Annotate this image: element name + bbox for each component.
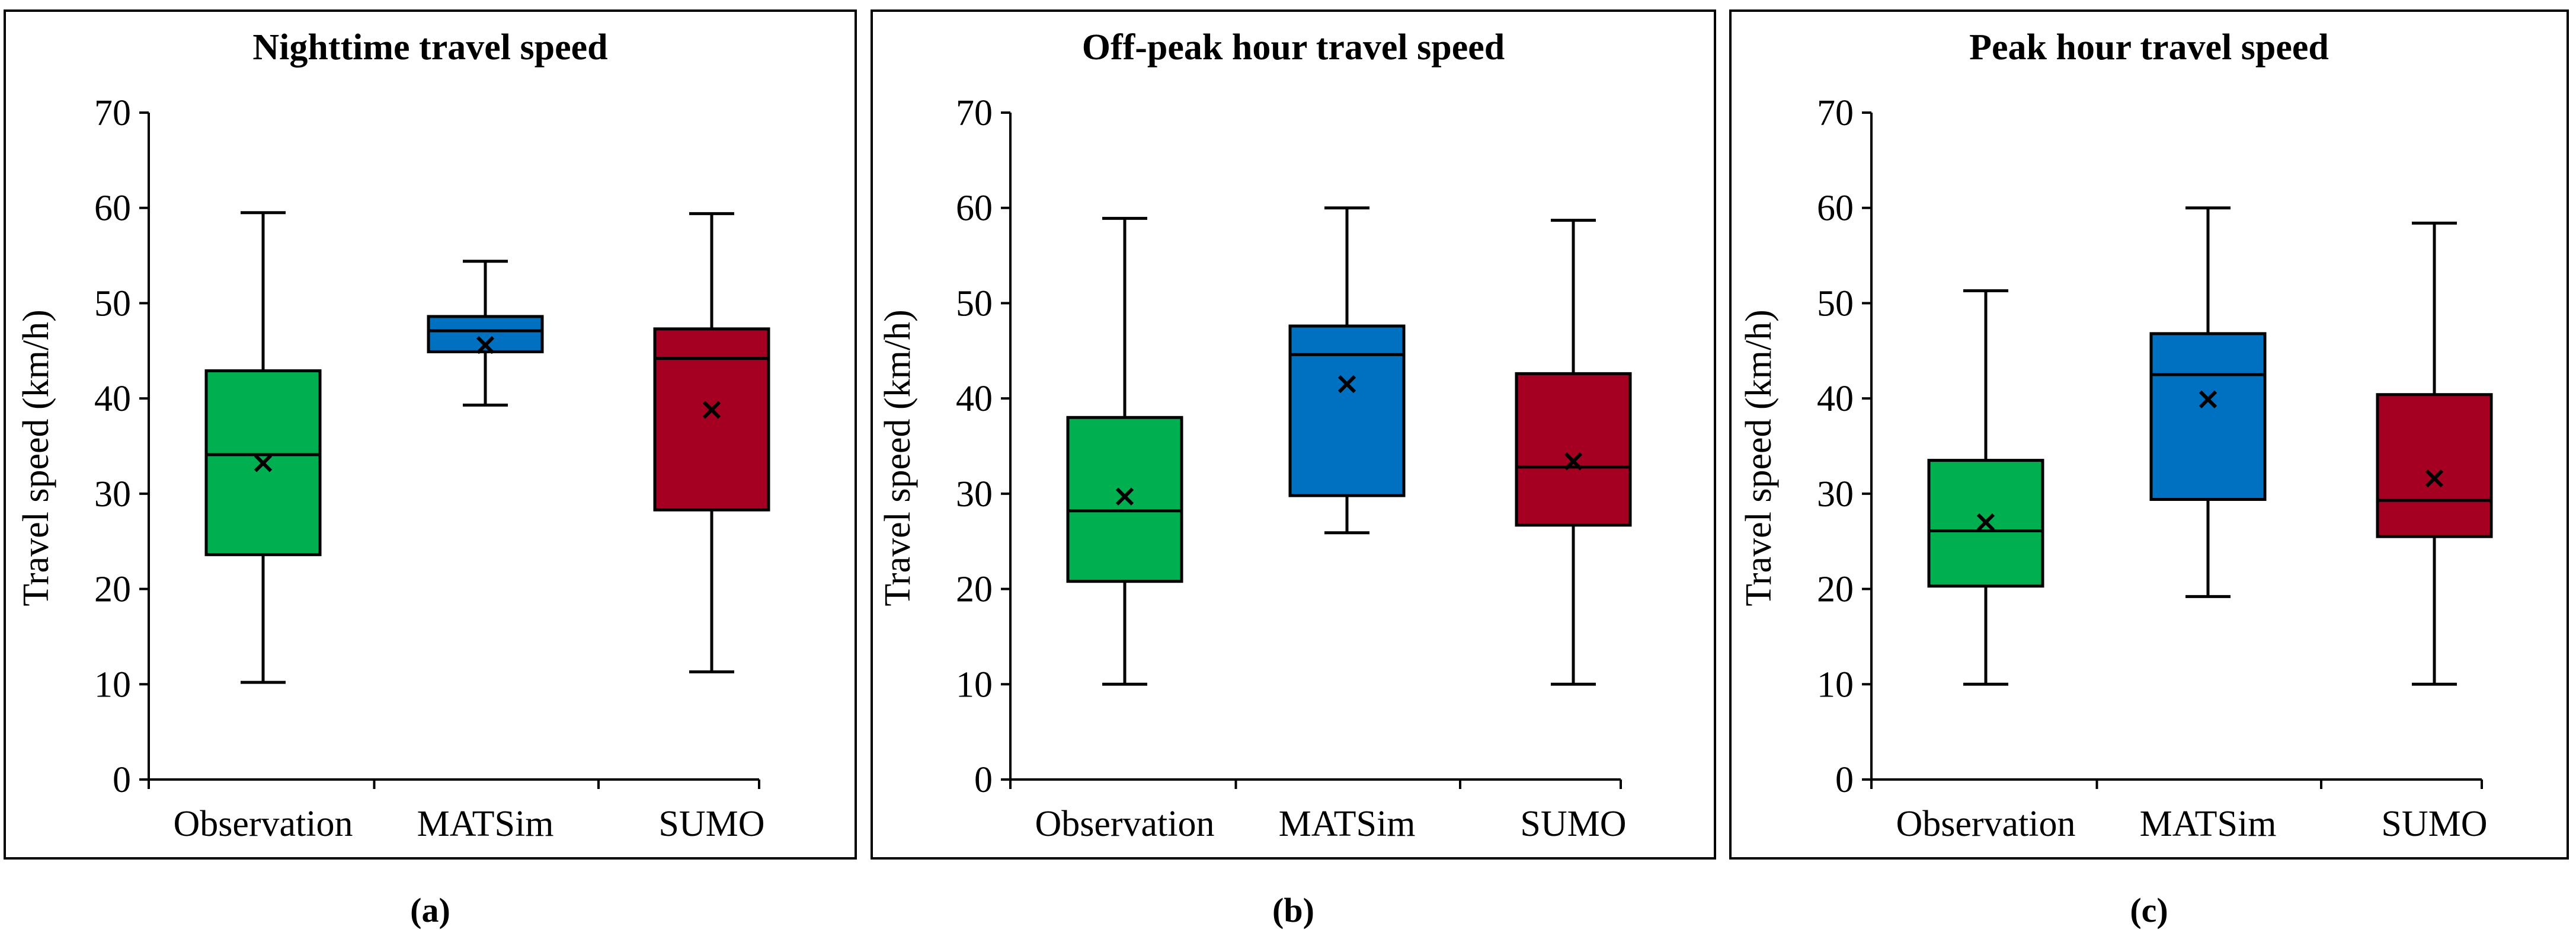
x-category-label-observation: Observation (1896, 804, 2075, 844)
chart-title: Nighttime travel speed (252, 27, 607, 68)
y-tick-label-50: 50 (1817, 283, 1854, 324)
box-sumo (653, 212, 770, 673)
panel-frame (871, 9, 1716, 860)
y-tick-label-30: 30 (94, 474, 131, 515)
mean-marker (2425, 469, 2444, 488)
panel-caption: (b) (1272, 891, 1314, 929)
x-category-label-matsim: MATSim (2140, 804, 2277, 844)
y-tick-label-20: 20 (94, 570, 131, 610)
mean-marker-stroke (1337, 375, 1356, 394)
box-observation (1927, 289, 2044, 686)
y-tick-label-20: 20 (1817, 570, 1854, 610)
mean-marker (1976, 513, 1995, 532)
x-category-label-observation: Observation (1035, 804, 1214, 844)
box-sumo (1515, 219, 1632, 686)
mean-marker (1115, 487, 1134, 506)
y-axis-label: Travel speed (km/h) (1739, 309, 1779, 606)
y-tick-label-0: 0 (113, 760, 131, 800)
mean-marker-stroke (2425, 469, 2444, 488)
chart-title: Off-peak hour travel speed (1082, 27, 1505, 68)
panel-frame (4, 9, 857, 860)
y-tick-label-10: 10 (1817, 665, 1854, 705)
y-tick-label-40: 40 (94, 379, 131, 419)
mean-marker (254, 454, 273, 472)
mean-marker-stroke (1976, 513, 1995, 532)
panel-caption: (c) (2130, 891, 2168, 929)
mean-marker (702, 401, 721, 419)
mean-marker (1564, 452, 1583, 471)
box-iqr (2376, 393, 2493, 538)
y-tick-label-0: 0 (974, 760, 993, 800)
y-tick-label-10: 10 (956, 665, 993, 705)
mean-marker (2199, 390, 2217, 408)
mean-marker-stroke (702, 401, 721, 419)
y-tick-label-10: 10 (94, 665, 131, 705)
y-tick-label-30: 30 (1817, 474, 1854, 515)
box-observation (204, 211, 322, 684)
x-category-label-sumo: SUMO (1520, 804, 1626, 844)
box-iqr (2149, 332, 2267, 501)
y-tick-label-70: 70 (1817, 93, 1854, 133)
box-iqr (1515, 372, 1632, 527)
x-category-label-sumo: SUMO (658, 804, 764, 844)
y-tick-label-40: 40 (956, 379, 993, 419)
panel-caption: (a) (410, 891, 450, 929)
panel-frame (1729, 9, 2569, 860)
mean-marker (476, 336, 495, 354)
box-sumo (2376, 221, 2493, 686)
x-category-label-matsim: MATSim (417, 804, 554, 844)
box-iqr (1288, 324, 1406, 497)
box-observation (1066, 216, 1183, 686)
mean-marker-stroke (254, 454, 273, 472)
y-axis-label: Travel speed (km/h) (16, 309, 56, 606)
box-matsim (1288, 206, 1406, 535)
mean-marker-stroke (1564, 452, 1583, 471)
chart-title: Peak hour travel speed (1969, 27, 2329, 68)
y-tick-label-60: 60 (1817, 189, 1854, 229)
box-matsim (427, 260, 544, 407)
box-iqr (653, 327, 770, 512)
x-category-label-matsim: MATSim (1279, 804, 1416, 844)
chart-panel-2: Off-peak hour travel speed 0 10 20 30 40 50 60 7… (871, 9, 1716, 860)
mean-marker (1337, 375, 1356, 394)
x-category-label-observation: Observation (173, 804, 353, 844)
y-tick-label-70: 70 (956, 93, 993, 133)
y-tick-label-60: 60 (94, 189, 131, 229)
x-category-label-sumo: SUMO (2381, 804, 2487, 844)
y-tick-label-0: 0 (1835, 760, 1854, 800)
y-tick-label-20: 20 (956, 570, 993, 610)
mean-marker-stroke (476, 336, 495, 354)
y-tick-label-50: 50 (94, 283, 131, 324)
box-iqr (1066, 416, 1183, 583)
y-tick-label-30: 30 (956, 474, 993, 515)
mean-marker-stroke (2199, 390, 2217, 408)
y-axis-label: Travel speed (km/h) (878, 309, 918, 606)
chart-panel-3: Peak hour travel speed 0 10 20 30 40 50 60 70 Tra… (1729, 9, 2569, 860)
mean-marker-stroke (1115, 487, 1134, 506)
box-matsim (2149, 206, 2267, 598)
y-tick-label-60: 60 (956, 189, 993, 229)
y-tick-label-40: 40 (1817, 379, 1854, 419)
chart-panel-1: Nighttime travel speed 0 10 20 30 40 50 60 70 Tra… (4, 9, 857, 860)
y-tick-label-50: 50 (956, 283, 993, 324)
y-tick-label-70: 70 (94, 93, 131, 133)
